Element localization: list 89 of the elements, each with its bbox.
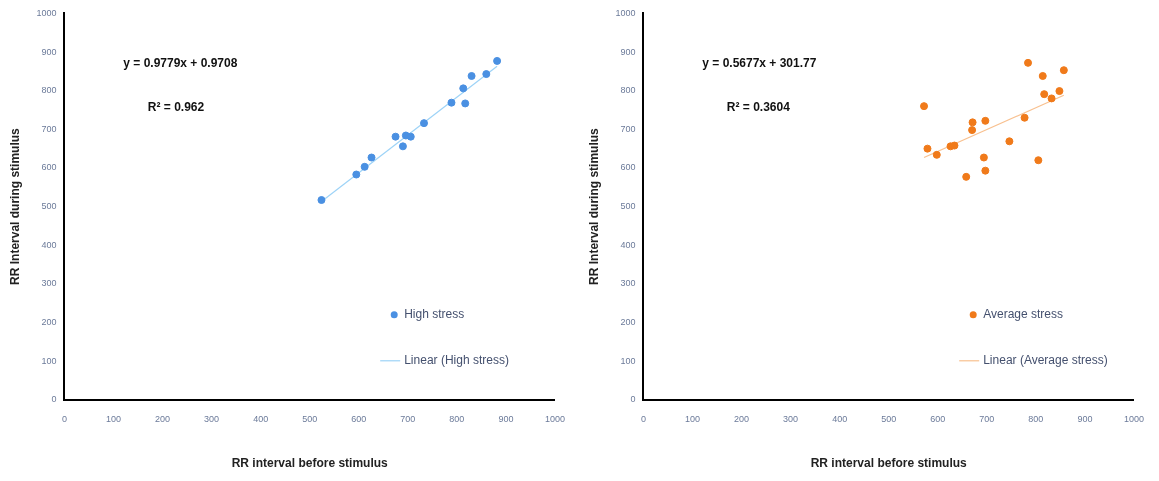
x-tick-label: 0 [61,413,67,424]
y-tick-label: 500 [41,201,57,212]
annotation: R² = 0.962 [147,99,205,114]
y-tick-label: 0 [630,394,636,405]
x-tick-label: 300 [204,413,220,424]
y-tick-label: 300 [41,278,57,289]
point [317,196,326,205]
point [398,142,407,151]
x-tick-label: 600 [930,413,946,424]
point [981,166,990,175]
legend-label: Linear (Average stress) [983,353,1108,368]
y-tick-label: 400 [620,239,636,250]
point [352,170,361,179]
x-tick-label: 200 [155,413,171,424]
x-axis-title: RR interval before stimulus [231,456,389,471]
x-tick-label: 200 [734,413,750,424]
point [461,99,470,108]
point [406,132,415,141]
point [981,116,990,125]
y-tick-label: 500 [620,201,636,212]
annotation: y = 0.5677x + 301.77 [702,55,817,70]
x-tick-label: 600 [351,413,367,424]
annotation: y = 0.9779x + 0.9708 [123,55,238,70]
y-tick-label: 0 [51,394,57,405]
y-tick-label: 900 [41,46,57,57]
y-tick-label: 100 [41,355,57,366]
point [420,119,429,128]
point [367,153,376,162]
y-tick-label: 700 [620,123,636,134]
x-tick-label: 1000 [544,413,565,424]
point [1024,58,1033,67]
x-tick-label: 900 [498,413,514,424]
point [1059,66,1068,75]
point [920,102,929,111]
point [1055,87,1064,96]
y-tick-label: 300 [620,278,636,289]
y-tick-label: 400 [41,239,57,250]
x-tick-label: 0 [640,413,646,424]
y-tick-label: 1000 [615,7,636,18]
x-tick-label: 700 [979,413,995,424]
point [482,70,491,79]
y-tick-label: 200 [41,317,57,327]
y-tick-label: 800 [41,85,57,96]
y-axis-title: RR Interval during stimulus [586,127,601,285]
point [968,118,977,127]
y-tick-label: 700 [41,123,57,134]
point [459,84,468,93]
legend-label: Average stress [983,307,1064,322]
point [467,72,476,80]
point [979,153,988,162]
point [950,141,959,150]
point [447,98,456,107]
x-tick-label: 300 [783,413,799,424]
x-tick-label: 500 [881,413,897,424]
y-tick-label: 200 [620,317,636,327]
x-tick-label: 1000 [1123,413,1144,424]
point [360,162,369,171]
x-tick-label: 400 [832,413,848,424]
x-tick-label: 400 [253,413,269,424]
legend-label: Linear (High stress) [404,353,509,368]
y-tick-label: 600 [41,162,57,173]
x-axis-title: RR interval before stimulus [810,456,968,471]
y-tick-label: 600 [620,162,636,173]
x-tick-label: 800 [1028,413,1044,424]
point [1040,90,1049,99]
point [391,132,400,141]
x-tick-label: 700 [400,413,416,424]
point [932,150,941,159]
y-tick-label: 1000 [36,7,57,18]
point [962,172,971,181]
annotation: R² = 0.3604 [726,99,791,114]
point [1047,94,1056,103]
x-tick-label: 100 [684,413,700,424]
point [923,144,932,153]
x-tick-label: 100 [105,413,121,424]
point [1005,137,1014,146]
y-axis-title: RR Interval during stimulus [7,127,22,285]
point [493,56,502,65]
x-tick-label: 800 [449,413,465,424]
x-tick-label: 500 [302,413,318,424]
y-tick-label: 900 [620,46,636,57]
point [968,126,977,135]
x-tick-label: 900 [1077,413,1093,424]
y-tick-label: 800 [620,85,636,96]
legend-label: High stress [404,307,465,322]
point [1020,113,1029,122]
point [1034,156,1043,165]
point [1038,72,1047,80]
y-tick-label: 100 [620,355,636,366]
